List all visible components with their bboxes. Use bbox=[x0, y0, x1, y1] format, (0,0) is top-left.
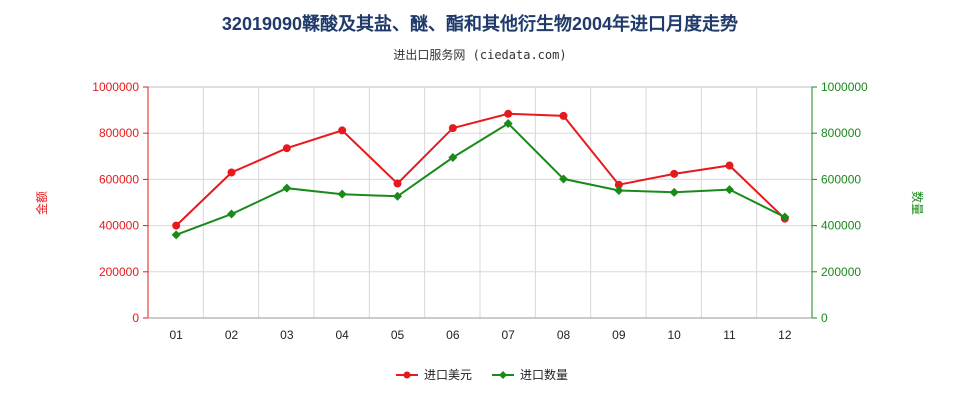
y-right-tick-label: 200000 bbox=[821, 265, 861, 279]
y-right-axis-title: 数量 bbox=[910, 191, 925, 215]
series-point-quantity bbox=[282, 183, 292, 193]
x-tick-label: 08 bbox=[557, 328, 571, 342]
legend-label: 进口美元 bbox=[424, 368, 472, 382]
y-left-tick-label: 600000 bbox=[99, 172, 139, 186]
x-tick-label: 03 bbox=[280, 328, 294, 342]
x-tick-label: 02 bbox=[225, 328, 239, 342]
series-point-amount bbox=[614, 180, 623, 189]
y-left-tick-label: 200000 bbox=[99, 265, 139, 279]
series-point-amount bbox=[338, 126, 347, 135]
y-left-tick-label: 0 bbox=[132, 311, 139, 325]
series-point-quantity bbox=[448, 152, 458, 162]
series-point-quantity bbox=[171, 230, 181, 240]
legend-marker bbox=[403, 371, 411, 379]
y-right-tick-label: 0 bbox=[821, 311, 828, 325]
x-tick-label: 10 bbox=[667, 328, 681, 342]
x-tick-label: 01 bbox=[169, 328, 183, 342]
y-left-axis-title: 金额 bbox=[34, 191, 49, 215]
series-point-amount bbox=[393, 179, 402, 188]
series-point-amount bbox=[227, 168, 236, 177]
series-point-amount bbox=[172, 221, 181, 230]
y-right-tick-label: 400000 bbox=[821, 219, 861, 233]
y-right-tick-label: 1000000 bbox=[821, 80, 868, 94]
x-tick-label: 05 bbox=[391, 328, 405, 342]
legend-label: 进口数量 bbox=[520, 367, 568, 382]
x-tick-label: 07 bbox=[501, 328, 515, 342]
y-left-tick-label: 800000 bbox=[99, 126, 139, 140]
series-point-amount bbox=[670, 169, 679, 178]
x-tick-label: 06 bbox=[446, 328, 460, 342]
series-point-quantity bbox=[780, 212, 790, 222]
series-line-2 bbox=[175, 122, 786, 236]
x-tick-label: 12 bbox=[778, 328, 792, 342]
x-tick-label: 11 bbox=[723, 328, 736, 342]
series-line-1 bbox=[175, 112, 786, 227]
series-point-quantity bbox=[725, 185, 734, 195]
series-point-amount bbox=[282, 144, 291, 153]
series-point-quantity bbox=[227, 209, 236, 219]
series-point-quantity bbox=[559, 174, 568, 184]
series-point-amount bbox=[559, 111, 568, 120]
legend-marker bbox=[499, 371, 507, 379]
series-point-amount bbox=[448, 124, 457, 133]
series-point-quantity bbox=[393, 191, 402, 201]
chart-subtitle: 进出口服务网 (ciedata.com) bbox=[393, 48, 567, 62]
y-right-tick-label: 800000 bbox=[821, 126, 861, 140]
series-point-quantity bbox=[337, 189, 347, 199]
x-tick-label: 04 bbox=[335, 328, 349, 342]
y-left-tick-label: 1000000 bbox=[92, 80, 139, 94]
y-left-tick-label: 400000 bbox=[99, 219, 139, 233]
series-point-amount bbox=[725, 161, 734, 170]
y-right-tick-label: 600000 bbox=[821, 172, 861, 186]
series-point-quantity bbox=[503, 118, 513, 128]
chart-title: 32019090鞣酸及其盐、醚、酯和其他衍生物2004年进口月度走势 bbox=[221, 14, 739, 34]
series-point-quantity bbox=[614, 185, 624, 195]
series-point-quantity bbox=[669, 187, 679, 197]
series-point-amount bbox=[504, 109, 513, 118]
x-tick-label: 09 bbox=[612, 328, 626, 342]
